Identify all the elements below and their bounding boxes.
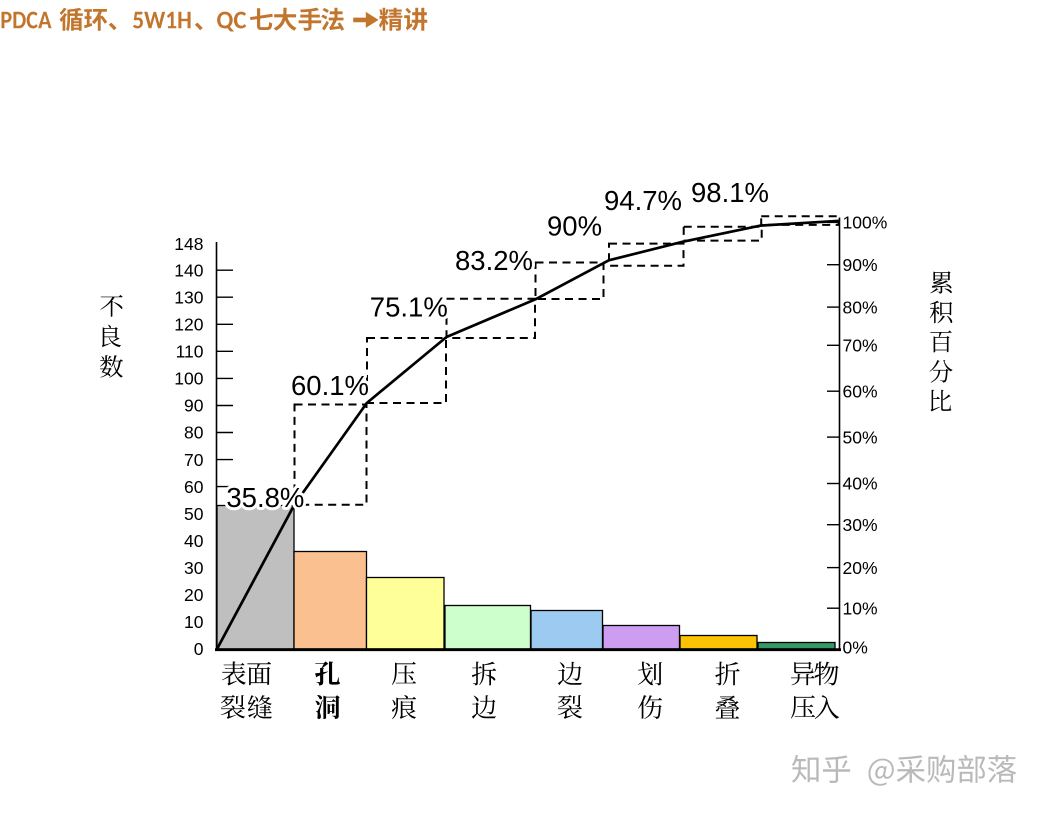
svg-text:10: 10: [184, 612, 204, 632]
svg-text:60.1%: 60.1%: [291, 370, 369, 401]
svg-text:70%: 70%: [843, 336, 878, 356]
svg-text:40%: 40%: [843, 474, 878, 494]
svg-text:90%: 90%: [843, 255, 878, 275]
svg-text:80%: 80%: [843, 297, 878, 317]
svg-text:94.7%: 94.7%: [604, 185, 682, 216]
svg-text:30%: 30%: [843, 515, 878, 535]
svg-text:60%: 60%: [843, 381, 878, 401]
svg-text:148: 148: [174, 234, 203, 254]
svg-text:75.1%: 75.1%: [370, 292, 448, 323]
svg-text:90%: 90%: [547, 211, 602, 242]
svg-text:35.8%: 35.8%: [226, 482, 304, 513]
svg-text:83.2%: 83.2%: [455, 245, 533, 276]
svg-text:75.1%: 75.1%: [370, 292, 448, 323]
svg-text:90%: 90%: [547, 211, 602, 242]
svg-text:120: 120: [174, 315, 203, 335]
svg-text:100%: 100%: [843, 213, 888, 233]
svg-text:40: 40: [184, 531, 204, 551]
svg-text:83.2%: 83.2%: [455, 245, 533, 276]
svg-text:100: 100: [174, 369, 203, 389]
svg-text:70: 70: [184, 450, 204, 470]
svg-text:98.1%: 98.1%: [691, 177, 769, 208]
svg-text:60: 60: [184, 477, 204, 497]
svg-text:0%: 0%: [843, 637, 868, 657]
svg-text:60.1%: 60.1%: [291, 370, 369, 401]
svg-text:94.7%: 94.7%: [604, 185, 682, 216]
svg-text:130: 130: [174, 287, 203, 307]
svg-text:90: 90: [184, 396, 204, 416]
svg-text:50: 50: [184, 504, 204, 524]
svg-text:30: 30: [184, 558, 204, 578]
svg-text:20: 20: [184, 585, 204, 605]
svg-text:20%: 20%: [843, 558, 878, 578]
svg-text:10%: 10%: [843, 598, 878, 618]
svg-text:140: 140: [174, 260, 203, 280]
svg-text:0: 0: [194, 639, 204, 659]
svg-text:98.1%: 98.1%: [691, 177, 769, 208]
svg-text:110: 110: [176, 342, 204, 362]
svg-text:50%: 50%: [843, 427, 878, 447]
svg-text:80: 80: [184, 423, 204, 443]
svg-text:35.8%: 35.8%: [226, 482, 304, 513]
